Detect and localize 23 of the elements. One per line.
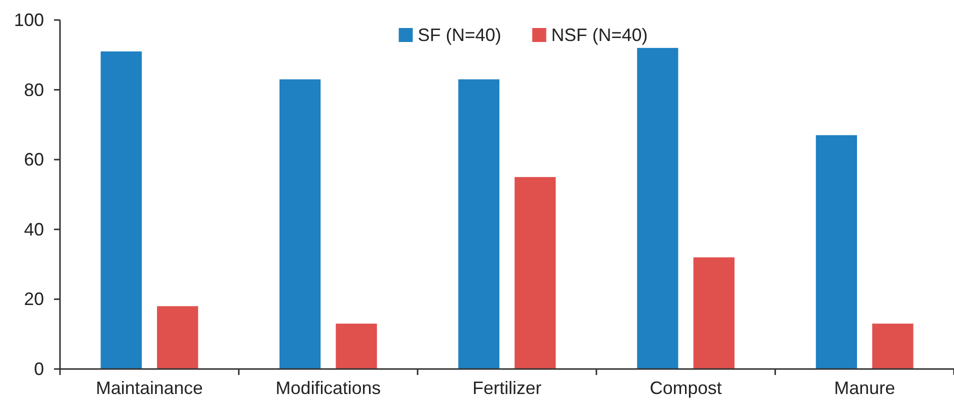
y-tick-label: 0 bbox=[34, 359, 44, 379]
y-tick-label: 80 bbox=[24, 80, 44, 100]
bar bbox=[336, 324, 377, 369]
bar bbox=[514, 177, 556, 369]
bar bbox=[637, 48, 678, 369]
x-tick-label: Fertilizer bbox=[472, 378, 542, 398]
x-tick-label: Manure bbox=[834, 378, 896, 398]
bar bbox=[157, 306, 198, 369]
bar bbox=[279, 79, 321, 369]
x-tick-label: Modifications bbox=[276, 378, 381, 398]
x-tick-label: Maintainance bbox=[96, 378, 203, 398]
bar bbox=[458, 79, 500, 369]
y-tick-label: 60 bbox=[24, 150, 44, 170]
y-tick-label: 20 bbox=[24, 289, 44, 310]
legend-label: SF (N=40) bbox=[418, 25, 502, 45]
bar bbox=[872, 324, 914, 369]
y-tick-label: 40 bbox=[24, 219, 44, 240]
bar bbox=[100, 51, 142, 369]
x-tick-label: Compost bbox=[650, 378, 722, 398]
bar bbox=[816, 135, 857, 369]
y-tick-label: 100 bbox=[14, 10, 44, 30]
legend-label: NSF (N=40) bbox=[551, 25, 648, 45]
bar bbox=[693, 257, 735, 369]
